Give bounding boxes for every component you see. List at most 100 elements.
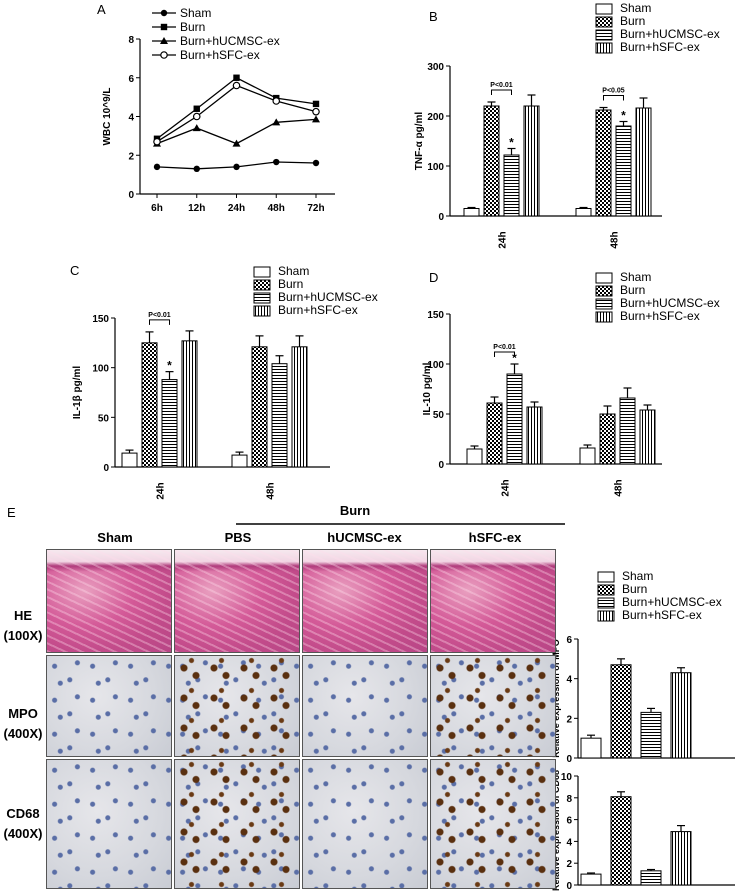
panel-d-legend-swatch: [595, 298, 613, 310]
panel-c-legend-label: Sham: [278, 264, 309, 278]
panel-d-ytick-label: 50: [433, 410, 445, 421]
panel-c-ylabel: IL-1β pg/ml: [72, 366, 83, 420]
panel-c-xtick-label: 24h: [156, 482, 167, 499]
panel-a-data-point: [312, 115, 320, 123]
micrograph-mpo-sham: [46, 655, 172, 757]
panel-d-legend-swatch: [595, 311, 613, 323]
panel-e-mpo-legend-swatch: [597, 584, 615, 596]
row-mag-he: (100X): [3, 628, 43, 643]
micrograph-he-hsfc: [430, 549, 556, 653]
panel-d-bar: [486, 402, 503, 465]
panel-e-mpo-bar: [610, 664, 632, 759]
panel-a-data-point: [312, 107, 320, 116]
panel-d-ylabel: IL-10 pg/ml: [422, 362, 433, 415]
panel-a-data-point: [233, 74, 240, 81]
panel-e-mpo-legend-label: Burn+hSFC-ex: [622, 608, 702, 622]
panel-e-mpo-ytick-label: 0: [566, 754, 572, 765]
panel-c-bar: [251, 346, 268, 468]
panel-a-data-point: [312, 159, 320, 167]
row-stain-cd68: CD68: [6, 806, 40, 821]
panel-c-legend-swatch: [253, 305, 271, 317]
panel-e-mpo-legend-label: Sham: [622, 569, 653, 583]
panel-b-significance-bracket: [491, 89, 512, 95]
panel-a-ytick-label: 2: [128, 151, 134, 162]
panel-b-significance-bracket: [603, 95, 624, 101]
panel-b-bar: [483, 105, 500, 217]
micrograph-col-header-hucmsc: hUCMSC-ex: [327, 530, 402, 545]
panel-c-legend-swatch: [253, 279, 271, 291]
panel-d-legend-label: Sham: [620, 270, 651, 284]
panel-e-mpo-legend-swatch: [597, 610, 615, 622]
burn-header-label: Burn: [340, 503, 370, 518]
panel-b-bar: [463, 208, 480, 217]
micrograph-col-header-pbs: PBS: [224, 530, 252, 545]
panel-e-mpo-legend-swatch: [597, 597, 615, 609]
panel-c-bar: [271, 363, 288, 468]
panel-a-series-line: [156, 84, 317, 143]
panel-a-xtick-label: 24h: [228, 203, 245, 214]
panel-c-bar: [121, 452, 138, 468]
micrograph-col-header-sham: Sham: [97, 530, 133, 545]
panel-d-bar: [466, 448, 483, 465]
panel-b-legend-swatch: [595, 3, 613, 15]
panel-c-ytick-label: 0: [103, 463, 109, 474]
panel-a-xtick-label: 6h: [151, 203, 163, 214]
panel-d-legend-label: Burn+hUCMSC-ex: [620, 296, 720, 310]
panel-c-legend-label: Burn: [278, 277, 303, 291]
panel-c-significance-star: *: [167, 359, 172, 373]
panel-b-bar: [615, 125, 632, 217]
panel-b-ytick-label: 100: [427, 162, 444, 173]
panel-e-cd68-ytick-label: 2: [566, 859, 572, 870]
panel-d-xtick-label: 48h: [614, 479, 625, 496]
panel-d-bar: [599, 413, 616, 465]
panel-b-legend-label: Burn+hSFC-ex: [620, 40, 700, 54]
panel-a-data-point: [193, 165, 200, 173]
panel-e-cd68-bar: [610, 796, 632, 886]
panel-a-ytick-label: 4: [128, 113, 134, 124]
panel-a-ytick-label: 8: [128, 35, 134, 46]
panel-label-a: A: [97, 2, 106, 17]
panel-e-mpo-ytick-label: 2: [566, 714, 572, 725]
panel-d-ytick-label: 0: [438, 460, 444, 471]
panel-b-legend-swatch: [595, 42, 613, 54]
panel-c-legend-swatch: [253, 266, 271, 278]
panel-d-legend-label: Burn: [620, 283, 645, 297]
panel-c-bar: [141, 342, 158, 468]
panel-a-data-point: [272, 97, 281, 105]
panel-e-cd68-ytick-label: 4: [566, 837, 572, 848]
panel-label-e: E: [7, 505, 16, 520]
micrograph-row-label-mpo: MPO (400X): [2, 704, 44, 744]
panel-e-mpo-ytick-label: 4: [566, 675, 572, 686]
panel-b-legend-swatch: [595, 16, 613, 28]
panel-e-mpo-legend-label: Burn+hUCMSC-ex: [622, 595, 722, 609]
panel-c-ytick-label: 150: [92, 314, 109, 325]
panel-a-legend-marker: [160, 51, 168, 59]
panel-a-data-point: [153, 163, 161, 171]
panel-c-xtick-label: 48h: [266, 482, 277, 499]
panel-e-mpo-legend-swatch: [597, 571, 615, 583]
panel-a-data-point: [193, 105, 200, 112]
panel-b-xtick-label: 24h: [498, 231, 509, 248]
panel-a-data-point: [192, 124, 201, 132]
panel-b-ytick-label: 200: [427, 112, 444, 123]
panel-a-data-point: [233, 163, 240, 171]
row-stain-he: HE: [13, 608, 33, 623]
panel-b-legend-label: Burn: [620, 14, 645, 28]
panel-a-data-point: [232, 139, 241, 147]
panel-label-c: C: [70, 263, 79, 278]
panel-b-bar: [503, 154, 520, 217]
panel-e-mpo-bar: [670, 672, 692, 759]
panel-a-xtick-label: 72h: [307, 203, 324, 214]
panel-a-xtick-label: 48h: [268, 203, 285, 214]
panel-d-bar: [506, 373, 523, 465]
panel-c-ytick-label: 100: [92, 364, 109, 375]
panel-a-xtick-label: 12h: [188, 203, 205, 214]
panel-c-legend-label: Burn+hUCMSC-ex: [278, 290, 378, 304]
panel-a-legend-label: Burn: [180, 20, 205, 34]
row-mag-mpo: (400X): [3, 726, 43, 741]
panel-c-ytick-label: 50: [98, 413, 110, 424]
panel-a-legend-label: Burn+hSFC-ex: [180, 48, 260, 62]
micrograph-mpo-hsfc: [430, 655, 556, 757]
panel-e-cd68-bar: [580, 873, 602, 886]
